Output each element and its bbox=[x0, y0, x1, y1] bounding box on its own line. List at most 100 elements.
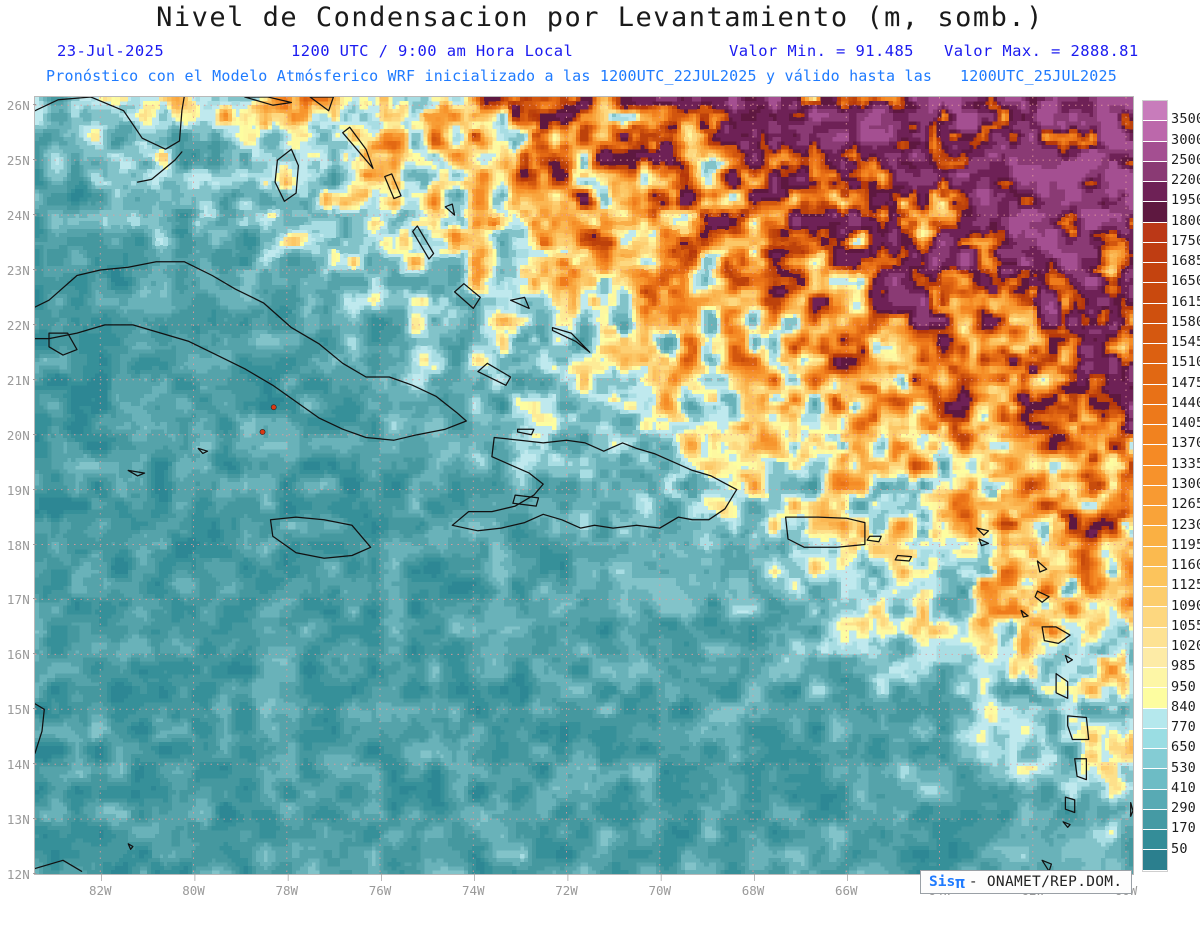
forecast-date: 23-Jul-2025 bbox=[57, 42, 164, 60]
colorbar-tick-label: 985 bbox=[1171, 658, 1196, 674]
lat-tick-mark: - bbox=[31, 317, 38, 331]
colorbar-swatch bbox=[1143, 486, 1167, 506]
lon-tick-mark: | bbox=[379, 872, 384, 881]
colorbar-tick-label: 1615 bbox=[1171, 294, 1200, 310]
model-init-text: Pronóstico con el Modelo Atmósferico WRF… bbox=[46, 67, 932, 85]
colorbar-swatch bbox=[1143, 344, 1167, 364]
colorbar-tick-label: 1300 bbox=[1171, 476, 1200, 492]
colorbar-labels: 3500300025002200195018001750168516501615… bbox=[1171, 100, 1200, 890]
lat-tick-mark: - bbox=[31, 591, 38, 605]
lat-tick-label: 12N bbox=[0, 867, 30, 882]
lat-tick-label: 26N bbox=[0, 98, 30, 113]
lon-tick-label: 70W bbox=[640, 883, 680, 898]
colorbar-tick-label: 3500 bbox=[1171, 111, 1200, 127]
lon-tick-mark: | bbox=[286, 872, 291, 881]
colorbar-swatch bbox=[1143, 263, 1167, 283]
colorbar-swatch bbox=[1143, 769, 1167, 789]
contour-fill-layer bbox=[35, 97, 1133, 874]
colorbar-tick-label: 1055 bbox=[1171, 618, 1200, 634]
lon-tick-label: 78W bbox=[267, 883, 307, 898]
colorbar-tick-label: 170 bbox=[1171, 820, 1196, 836]
lat-tick-label: 14N bbox=[0, 757, 30, 772]
lat-tick-mark: - bbox=[31, 701, 38, 715]
colorbar-tick-label: 2500 bbox=[1171, 152, 1200, 168]
logo-agency-text: - ONAMET/REP.DOM. bbox=[969, 874, 1123, 890]
lat-tick-label: 20N bbox=[0, 428, 30, 443]
colorbar-swatch bbox=[1143, 142, 1167, 162]
lat-tick-label: 23N bbox=[0, 263, 30, 278]
colorbar-swatch bbox=[1143, 628, 1167, 648]
colorbar-tick-label: 840 bbox=[1171, 699, 1196, 715]
colorbar-tick-label: 410 bbox=[1171, 780, 1196, 796]
forecast-time: 1200 UTC / 9:00 am Hora Local bbox=[291, 42, 573, 60]
colorbar-tick-label: 290 bbox=[1171, 800, 1196, 816]
colorbar-tick-label: 1160 bbox=[1171, 557, 1200, 573]
colorbar-swatch bbox=[1143, 243, 1167, 263]
colorbar-swatch bbox=[1143, 587, 1167, 607]
colorbar-swatch bbox=[1143, 385, 1167, 405]
sispi-onamet-logo: Sis π - ONAMET/REP.DOM. bbox=[920, 870, 1132, 894]
lon-tick-label: 80W bbox=[174, 883, 214, 898]
lat-tick-label: 24N bbox=[0, 208, 30, 223]
colorbar-tick-label: 1125 bbox=[1171, 577, 1200, 593]
colorbar-tick-label: 1405 bbox=[1171, 415, 1200, 431]
colorbar-swatch bbox=[1143, 506, 1167, 526]
colorbar-swatch bbox=[1143, 648, 1167, 668]
colorbar[interactable] bbox=[1142, 100, 1168, 872]
lat-tick-mark: - bbox=[31, 97, 38, 111]
colorbar-swatch bbox=[1143, 425, 1167, 445]
colorbar-tick-label: 530 bbox=[1171, 760, 1196, 776]
colorbar-swatch bbox=[1143, 283, 1167, 303]
colorbar-swatch bbox=[1143, 445, 1167, 465]
lon-tick-mark: | bbox=[752, 872, 757, 881]
colorbar-tick-label: 1335 bbox=[1171, 456, 1200, 472]
lat-tick-label: 19N bbox=[0, 483, 30, 498]
colorbar-swatch bbox=[1143, 790, 1167, 810]
lat-tick-mark: - bbox=[31, 537, 38, 551]
lon-tick-mark: | bbox=[566, 872, 571, 881]
map-plot-area[interactable] bbox=[35, 97, 1133, 874]
colorbar-tick-label: 2200 bbox=[1171, 172, 1200, 188]
colorbar-swatch bbox=[1143, 668, 1167, 688]
header-line-3: Pronóstico con el Modelo Atmósferico WRF… bbox=[0, 67, 1200, 87]
lat-tick-mark: - bbox=[31, 262, 38, 276]
lon-tick-mark: | bbox=[99, 872, 104, 881]
colorbar-swatch bbox=[1143, 182, 1167, 202]
colorbar-swatch bbox=[1143, 729, 1167, 749]
colorbar-swatch bbox=[1143, 810, 1167, 830]
model-valid-text: 1200UTC_25JUL2025 bbox=[960, 67, 1117, 85]
colorbar-tick-label: 1950 bbox=[1171, 192, 1200, 208]
colorbar-tick-label: 1580 bbox=[1171, 314, 1200, 330]
lon-tick-label: 76W bbox=[360, 883, 400, 898]
header-line-2: 23-Jul-2025 1200 UTC / 9:00 am Hora Loca… bbox=[0, 42, 1200, 62]
colorbar-tick-label: 1090 bbox=[1171, 598, 1200, 614]
colorbar-tick-label: 950 bbox=[1171, 679, 1196, 695]
lat-tick-mark: - bbox=[31, 482, 38, 496]
colorbar-tick-label: 1475 bbox=[1171, 375, 1200, 391]
colorbar-swatch bbox=[1143, 749, 1167, 769]
colorbar-tick-label: 1650 bbox=[1171, 273, 1200, 289]
lon-tick-label: 72W bbox=[547, 883, 587, 898]
lat-tick-mark: - bbox=[31, 646, 38, 660]
lat-tick-label: 25N bbox=[0, 153, 30, 168]
lon-tick-mark: | bbox=[659, 872, 664, 881]
lon-tick-mark: | bbox=[845, 872, 850, 881]
colorbar-swatch bbox=[1143, 304, 1167, 324]
colorbar-swatch bbox=[1143, 101, 1167, 121]
lat-tick-label: 16N bbox=[0, 647, 30, 662]
lat-tick-label: 22N bbox=[0, 318, 30, 333]
lon-tick-mark: | bbox=[472, 872, 477, 881]
lat-tick-label: 21N bbox=[0, 373, 30, 388]
colorbar-swatch bbox=[1143, 324, 1167, 344]
value-max-label: Valor Max. = 2888.81 bbox=[944, 42, 1139, 60]
colorbar-tick-label: 1230 bbox=[1171, 517, 1200, 533]
colorbar-swatch bbox=[1143, 709, 1167, 729]
lat-tick-label: 17N bbox=[0, 592, 30, 607]
colorbar-tick-label: 1370 bbox=[1171, 435, 1200, 451]
colorbar-swatch bbox=[1143, 162, 1167, 182]
colorbar-swatch bbox=[1143, 526, 1167, 546]
lat-tick-mark: - bbox=[31, 756, 38, 770]
lat-tick-mark: - bbox=[31, 207, 38, 221]
colorbar-swatch bbox=[1143, 850, 1167, 870]
